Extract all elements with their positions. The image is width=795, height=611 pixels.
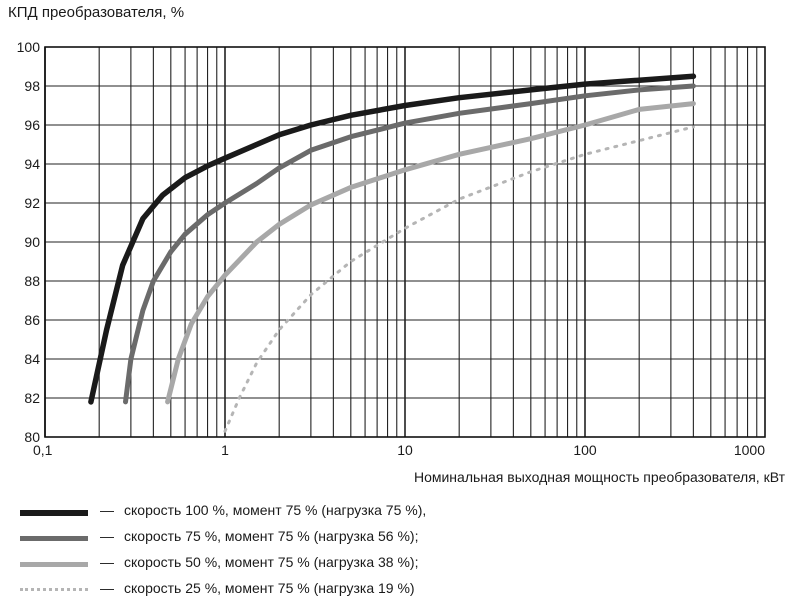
y-tick-label: 100	[17, 39, 41, 55]
legend-swatch-3	[20, 562, 88, 567]
y-tick-label: 88	[24, 273, 40, 289]
legend-dash: —	[100, 528, 114, 544]
y-tick-label: 90	[24, 234, 40, 250]
legend: — скорость 100 %, момент 75 % (нагрузка …	[20, 500, 780, 604]
y-tick-label: 98	[24, 78, 40, 94]
y-tick-label: 92	[24, 195, 40, 211]
x-axis-label: Номинальная выходная мощность преобразов…	[414, 469, 786, 485]
legend-item-2: — скорость 75 %, момент 75 % (нагрузка 5…	[20, 526, 780, 552]
legend-dash: —	[100, 580, 114, 596]
legend-item-1: — скорость 100 %, момент 75 % (нагрузка …	[20, 500, 780, 526]
series-line-1	[88, 73, 697, 405]
chart-title: КПД преобразователя, %	[8, 4, 185, 21]
legend-swatch-2	[20, 536, 88, 541]
legend-label-1: скорость 100 %, момент 75 % (нагрузка 75…	[124, 502, 427, 518]
x-tick-label: 1000	[734, 442, 765, 458]
legend-item-3: — скорость 50 %, момент 75 % (нагрузка 3…	[20, 552, 780, 578]
plot-area: 80 82 84 86 88 90 92 94 96 98 100 0,1 1 10 100 1000 Номи…	[17, 39, 786, 485]
y-tick-label: 80	[24, 429, 40, 445]
legend-label-2: скорость 75 %, момент 75 % (нагрузка 56 …	[124, 528, 419, 544]
legend-item-4: — скорость 25 %, момент 75 % (нагрузка 1…	[20, 578, 780, 604]
y-tick-label: 94	[24, 156, 40, 172]
legend-dash: —	[100, 554, 114, 570]
x-tick-label: 10	[397, 442, 413, 458]
legend-dash: —	[100, 502, 114, 518]
y-tick-label: 96	[24, 117, 40, 133]
x-tick-label: 0,1	[33, 442, 53, 458]
y-tick-label: 82	[24, 390, 40, 406]
legend-swatch-4	[20, 588, 88, 591]
x-tick-label: 100	[573, 442, 597, 458]
legend-label-4: скорость 25 %, момент 75 % (нагрузка 19 …	[124, 580, 415, 596]
legend-swatch-1	[20, 510, 88, 516]
y-tick-label: 86	[24, 312, 40, 328]
series-line-3	[165, 101, 696, 405]
y-tick-label: 84	[24, 351, 40, 367]
series-line-4	[223, 125, 695, 433]
series-line-2	[123, 83, 696, 405]
x-tick-label: 1	[221, 442, 229, 458]
plot-frame	[44, 46, 766, 438]
legend-label-3: скорость 50 %, момент 75 % (нагрузка 38 …	[124, 554, 419, 570]
